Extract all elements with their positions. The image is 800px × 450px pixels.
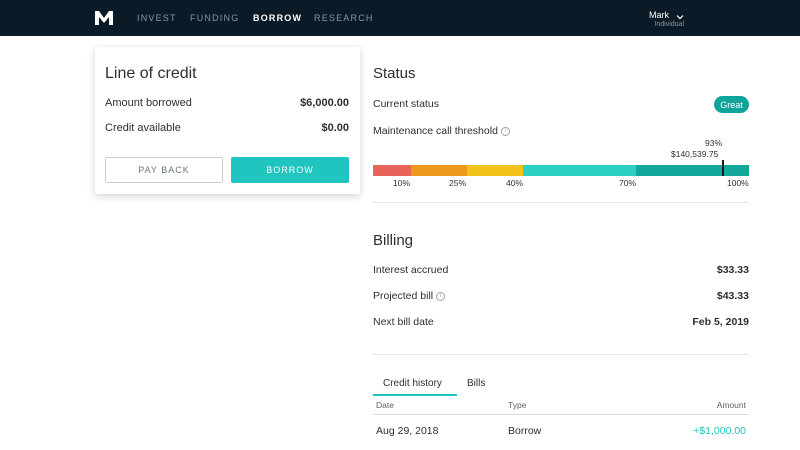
credit-available-label: Credit available — [105, 122, 181, 134]
threshold-bar-segment — [523, 165, 637, 176]
tick-label: 40% — [506, 178, 524, 188]
status-heading: Status — [373, 65, 416, 82]
nav-research[interactable]: RESEARCH — [314, 13, 374, 23]
billing-heading: Billing — [373, 232, 414, 249]
amount-borrowed-value: $6,000.00 — [300, 97, 349, 109]
threshold-bar-segment — [466, 165, 524, 176]
borrow-button[interactable]: BORROW — [231, 157, 349, 183]
next-bill-date-label: Next bill date — [373, 316, 434, 328]
info-icon[interactable]: i — [500, 126, 510, 136]
user-account-type: Individual — [654, 21, 684, 28]
threshold-bar — [373, 165, 749, 176]
projected-bill-value: $43.33 — [716, 290, 749, 302]
tab-bills[interactable]: Bills — [467, 378, 486, 389]
chevron-down-icon[interactable] — [675, 12, 685, 22]
projected-bill-label: Projected bill — [373, 290, 434, 302]
card-title: Line of credit — [105, 65, 197, 82]
interest-accrued-value: $33.33 — [716, 264, 749, 276]
maintenance-threshold-row: Maintenance call threshold i — [373, 125, 510, 137]
credit-available-value: $0.00 — [321, 122, 349, 134]
divider — [373, 202, 749, 203]
threshold-percent: 93% — [705, 138, 723, 148]
column-header-type: Type — [508, 400, 527, 410]
column-header-date: Date — [376, 400, 394, 410]
row-type: Borrow — [508, 425, 542, 437]
threshold-bar-segment — [410, 165, 467, 176]
user-name[interactable]: Mark — [649, 10, 669, 20]
top-nav-bar: INVEST FUNDING BORROW RESEARCH Mark Indi… — [0, 0, 800, 36]
line-of-credit-card: Line of credit Amount borrowed $6,000.00… — [95, 47, 360, 194]
threshold-marker — [721, 160, 724, 176]
nav-borrow[interactable]: BORROW — [253, 13, 303, 23]
tick-label: 100% — [727, 178, 749, 188]
interest-accrued-label: Interest accrued — [373, 264, 449, 276]
logo-icon[interactable] — [94, 10, 114, 26]
tab-credit-history[interactable]: Credit history — [383, 378, 442, 389]
maintenance-threshold-label: Maintenance call threshold — [373, 125, 498, 137]
column-header-amount: Amount — [716, 400, 746, 410]
status-badge: Great — [714, 96, 749, 113]
tick-label: 10% — [393, 178, 411, 188]
pay-back-button[interactable]: PAY BACK — [105, 157, 223, 183]
divider — [373, 354, 749, 355]
threshold-amount: $140,539.75 — [671, 149, 719, 159]
table-header-divider — [373, 414, 749, 415]
nav-funding[interactable]: FUNDING — [190, 13, 240, 23]
info-icon[interactable]: i — [436, 291, 446, 301]
row-date: Aug 29, 2018 — [376, 425, 439, 437]
projected-bill-row: Projected bill i — [373, 290, 446, 302]
tick-label: 70% — [619, 178, 637, 188]
next-bill-date-value: Feb 5, 2019 — [692, 316, 749, 328]
nav-invest[interactable]: INVEST — [137, 13, 177, 23]
row-amount: +$1,000.00 — [693, 425, 746, 437]
threshold-bar-segment — [373, 165, 411, 176]
amount-borrowed-label: Amount borrowed — [105, 97, 192, 109]
threshold-bar-segment — [636, 165, 749, 176]
active-tab-indicator — [373, 394, 457, 396]
tick-label: 25% — [449, 178, 467, 188]
current-status-label: Current status — [373, 98, 439, 110]
